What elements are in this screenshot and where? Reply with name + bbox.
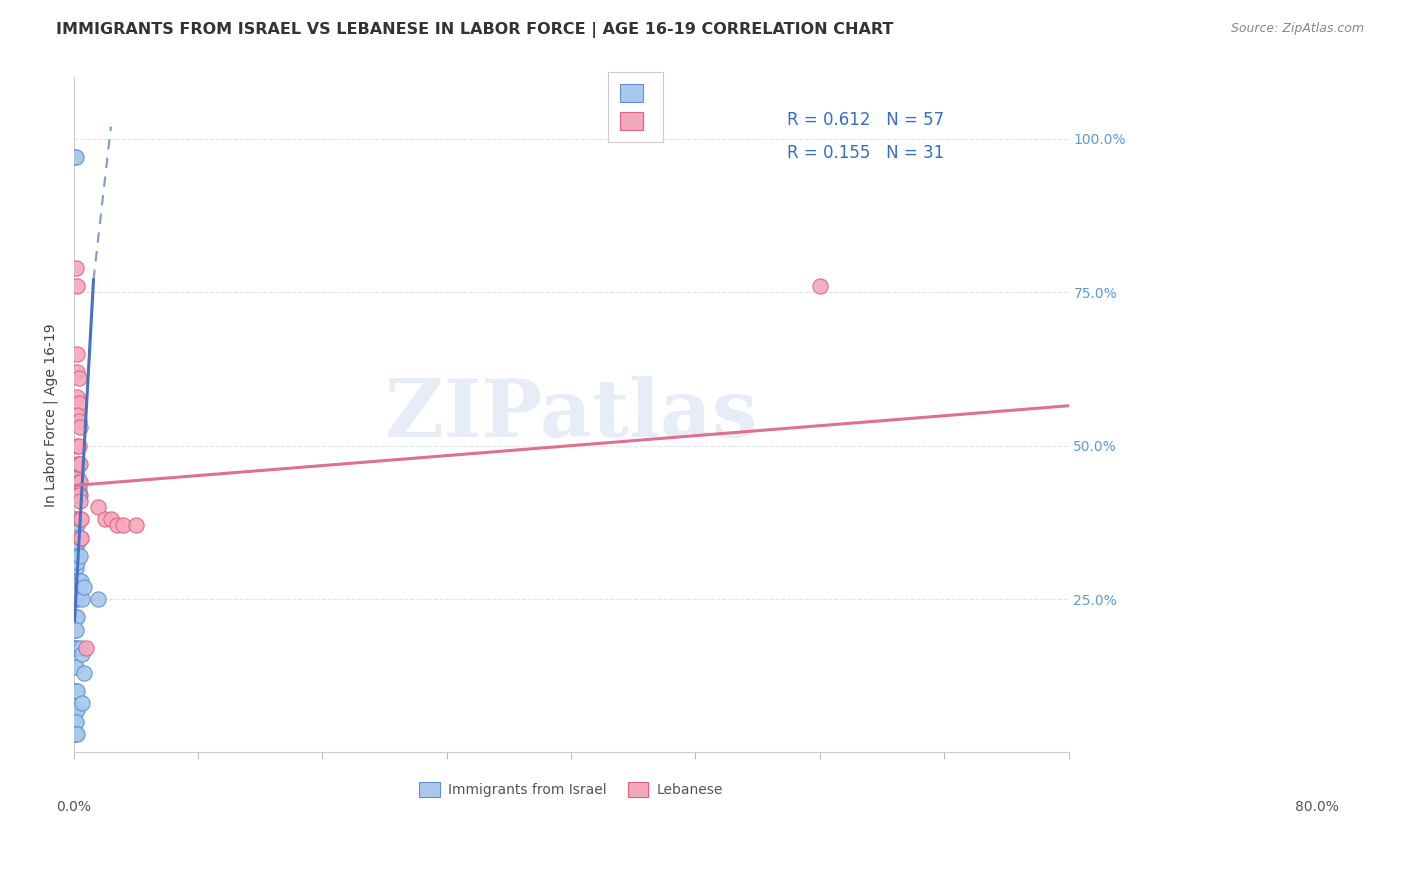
- Point: [63, 727, 86, 741]
- Point: [125, 518, 148, 533]
- Point: [66, 574, 89, 588]
- Point: [65, 512, 87, 526]
- Point: [69, 512, 91, 526]
- Point: [65, 549, 87, 563]
- Point: [72, 665, 94, 680]
- Point: [65, 623, 87, 637]
- Point: [75, 641, 97, 656]
- Point: [63, 659, 86, 673]
- Point: [67, 395, 90, 409]
- Text: 0.0%: 0.0%: [56, 800, 91, 814]
- Point: [66, 469, 89, 483]
- Point: [66, 518, 89, 533]
- Point: [66, 610, 89, 624]
- Point: [70, 531, 93, 545]
- Point: [69, 420, 91, 434]
- Point: [66, 684, 89, 698]
- Point: [66, 702, 89, 716]
- Point: [65, 714, 87, 729]
- Point: [63, 574, 86, 588]
- Point: [63, 714, 86, 729]
- Point: [70, 574, 93, 588]
- Text: Source: ZipAtlas.com: Source: ZipAtlas.com: [1230, 22, 1364, 36]
- Point: [72, 592, 94, 607]
- Point: [66, 641, 89, 656]
- Point: [69, 494, 91, 508]
- Text: 80.0%: 80.0%: [1295, 800, 1339, 814]
- Point: [67, 488, 90, 502]
- Point: [70, 641, 93, 656]
- Point: [65, 641, 87, 656]
- Point: [66, 727, 89, 741]
- Legend: Immigrants from Israel, Lebanese: Immigrants from Israel, Lebanese: [413, 777, 728, 803]
- Point: [72, 697, 94, 711]
- Point: [72, 580, 94, 594]
- Point: [66, 549, 89, 563]
- Point: [67, 574, 90, 588]
- Point: [69, 549, 91, 563]
- Point: [87, 592, 110, 607]
- Point: [66, 537, 89, 551]
- Text: ZIPatlas: ZIPatlas: [385, 376, 758, 454]
- Point: [65, 531, 87, 545]
- Point: [112, 518, 135, 533]
- Point: [63, 610, 86, 624]
- Point: [65, 463, 87, 477]
- Point: [65, 150, 87, 164]
- Y-axis label: In Labor Force | Age 16-19: In Labor Force | Age 16-19: [44, 323, 58, 507]
- Point: [65, 592, 87, 607]
- Point: [72, 648, 94, 662]
- Point: [100, 512, 122, 526]
- Point: [93, 512, 115, 526]
- Point: [66, 390, 89, 404]
- Point: [66, 555, 89, 569]
- Point: [65, 488, 87, 502]
- Point: [808, 279, 831, 293]
- Point: [65, 561, 87, 575]
- Point: [66, 365, 89, 379]
- Text: R = 0.155   N = 31: R = 0.155 N = 31: [787, 144, 945, 161]
- Point: [69, 457, 91, 471]
- Point: [69, 475, 91, 490]
- Point: [65, 580, 87, 594]
- Point: [66, 408, 89, 422]
- Point: [65, 610, 87, 624]
- Point: [66, 346, 89, 360]
- Point: [63, 561, 86, 575]
- Point: [66, 592, 89, 607]
- Point: [69, 531, 91, 545]
- Point: [105, 518, 128, 533]
- Point: [66, 279, 89, 293]
- Point: [67, 482, 90, 496]
- Point: [87, 500, 110, 514]
- Point: [66, 457, 89, 471]
- Text: R = 0.612   N = 57: R = 0.612 N = 57: [787, 112, 943, 129]
- Point: [63, 482, 86, 496]
- Point: [67, 475, 90, 490]
- Point: [63, 623, 86, 637]
- Point: [63, 512, 86, 526]
- Point: [65, 684, 87, 698]
- Point: [65, 727, 87, 741]
- Point: [65, 659, 87, 673]
- Point: [67, 439, 90, 453]
- Point: [63, 524, 86, 539]
- Text: IMMIGRANTS FROM ISRAEL VS LEBANESE IN LABOR FORCE | AGE 16-19 CORRELATION CHART: IMMIGRANTS FROM ISRAEL VS LEBANESE IN LA…: [56, 22, 894, 38]
- Point: [67, 457, 90, 471]
- Point: [67, 371, 90, 385]
- Point: [69, 488, 91, 502]
- Point: [66, 439, 89, 453]
- Point: [63, 684, 86, 698]
- Point: [70, 512, 93, 526]
- Point: [67, 414, 90, 428]
- Point: [67, 586, 90, 600]
- Point: [63, 543, 86, 558]
- Point: [65, 702, 87, 716]
- Point: [65, 260, 87, 275]
- Point: [63, 702, 86, 716]
- Point: [63, 641, 86, 656]
- Point: [63, 150, 86, 164]
